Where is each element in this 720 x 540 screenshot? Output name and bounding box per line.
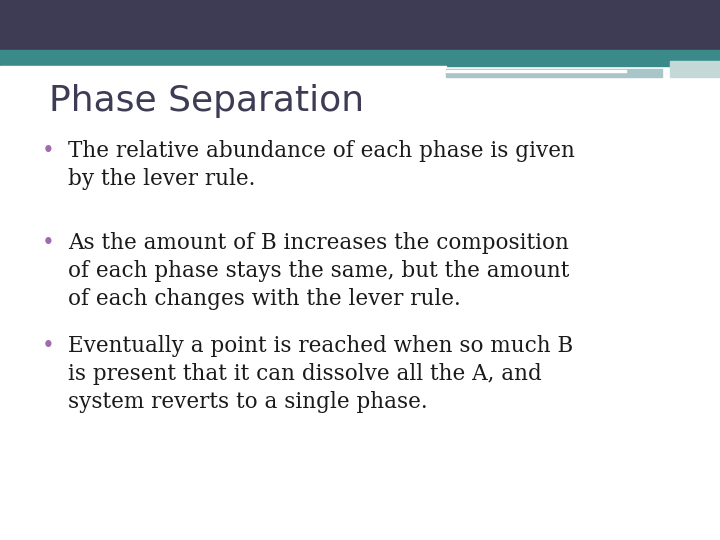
Bar	[0, 0, 720, 50]
Text: •: •	[42, 140, 55, 163]
Bar	[446, 70, 626, 72]
Bar	[670, 61, 720, 77]
Text: Eventually a point is reached when so much B
is present that it can dissolve all: Eventually a point is reached when so mu…	[68, 335, 574, 413]
Text: •: •	[42, 232, 55, 254]
Bar	[0, 50, 720, 66]
Bar	[0, 66, 446, 69]
Text: The relative abundance of each phase is given
by the lever rule.: The relative abundance of each phase is …	[68, 140, 575, 190]
Text: Phase Separation: Phase Separation	[49, 84, 364, 118]
Text: As the amount of B increases the composition
of each phase stays the same, but t: As the amount of B increases the composi…	[68, 232, 570, 310]
Bar	[446, 69, 662, 77]
Text: •: •	[42, 335, 55, 357]
